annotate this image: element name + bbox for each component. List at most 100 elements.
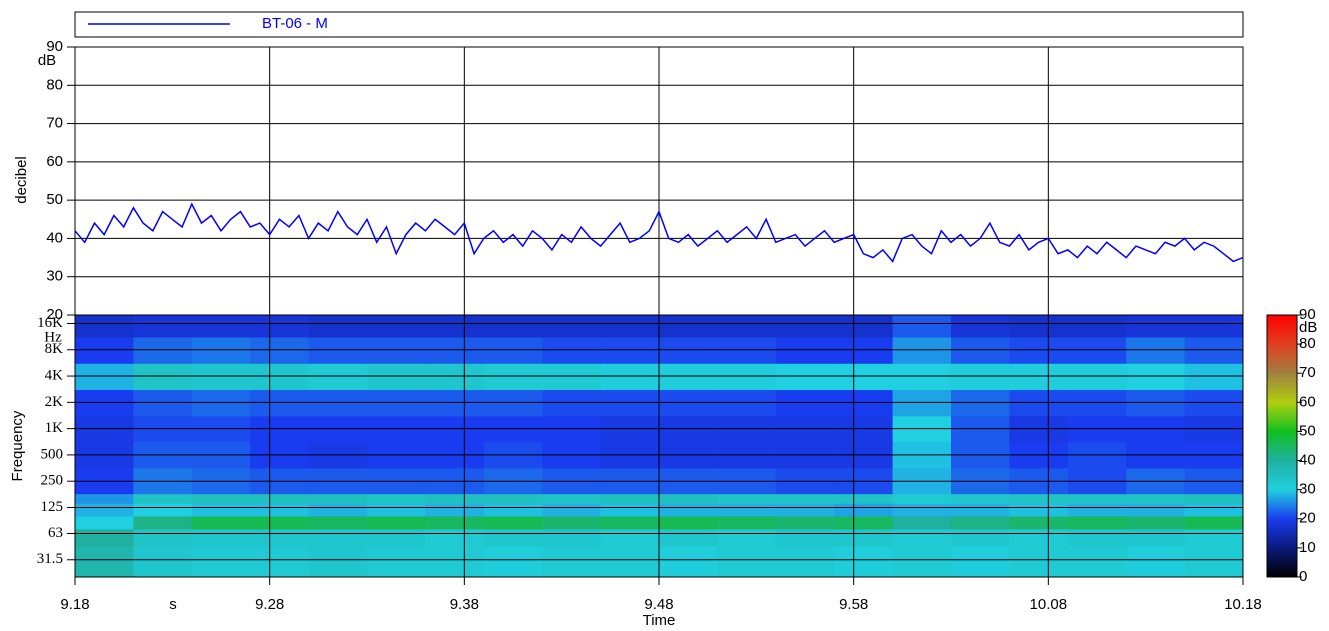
heatmap-cell bbox=[542, 528, 602, 547]
heatmap-cell bbox=[308, 363, 368, 391]
heatmap-cell bbox=[367, 546, 426, 578]
heatmap-cell bbox=[951, 546, 1010, 578]
heatmap-cell bbox=[1067, 389, 1127, 417]
x-tick-label: 9.28 bbox=[255, 596, 284, 613]
heatmap-cell bbox=[717, 336, 777, 364]
heatmap-cell bbox=[483, 528, 543, 547]
x-tick-label: 9.38 bbox=[450, 596, 479, 613]
heatmap-cell bbox=[951, 528, 1010, 547]
heatmap-cell bbox=[951, 336, 1010, 364]
heatmap-cell bbox=[775, 503, 835, 517]
heatmap-cell bbox=[308, 515, 368, 530]
x-tick-label: 9.58 bbox=[839, 596, 868, 613]
heatmap-cell bbox=[1067, 528, 1127, 547]
heatmap-cell bbox=[191, 493, 251, 504]
heatmap-cell bbox=[834, 546, 894, 578]
colorbar-segment bbox=[1267, 373, 1297, 403]
line-series bbox=[74, 202, 1244, 263]
heatmap-cell bbox=[1067, 363, 1127, 391]
heatmap-cell bbox=[133, 503, 193, 517]
heatmap-cell bbox=[951, 315, 1010, 338]
heatmap-cell bbox=[542, 515, 602, 530]
colorbar-segment bbox=[1267, 489, 1297, 520]
heatmap-cell bbox=[1067, 336, 1127, 364]
heatmap-cell bbox=[75, 493, 134, 504]
heatmap-cell bbox=[600, 528, 660, 547]
heatmap-cell bbox=[191, 528, 251, 547]
heatmap-cell bbox=[483, 336, 543, 364]
heatmap-cell bbox=[425, 493, 485, 504]
heatmap-cell bbox=[717, 363, 777, 391]
heatmap-cell bbox=[600, 503, 660, 517]
heatmap-cell bbox=[951, 493, 1010, 504]
y-tick-label: 70 bbox=[46, 115, 63, 132]
heatmap-cell bbox=[542, 315, 602, 338]
heatmap-cell bbox=[1126, 515, 1186, 530]
y-unit: dB bbox=[38, 52, 56, 69]
heatmap-cell bbox=[659, 363, 718, 391]
colorbar-segment bbox=[1267, 402, 1297, 432]
heatmap-cell bbox=[483, 503, 543, 517]
heatmap-cell bbox=[191, 503, 251, 517]
heatmap-cell bbox=[250, 528, 310, 547]
heatmap-cell bbox=[308, 528, 368, 547]
heatmap-cell bbox=[367, 503, 426, 517]
heatmap-cell bbox=[834, 315, 894, 338]
colorbar-tick-label: 50 bbox=[1299, 422, 1316, 439]
colorbar-segment bbox=[1267, 518, 1297, 549]
heatmap-cell bbox=[775, 389, 835, 417]
heatmap-cell bbox=[717, 315, 777, 338]
colorbar-tick-label: 90 bbox=[1299, 306, 1316, 323]
heatmap-cell bbox=[75, 336, 134, 364]
y-tick-label: 1K bbox=[45, 420, 64, 436]
heatmap-cell bbox=[892, 515, 952, 530]
heatmap-cell bbox=[1009, 515, 1069, 530]
heatmap-cell bbox=[1126, 363, 1186, 391]
heatmap-cell bbox=[425, 515, 485, 530]
heatmap-cell bbox=[1009, 336, 1069, 364]
heatmap-cell bbox=[659, 493, 718, 504]
heatmap-cell bbox=[1126, 389, 1186, 417]
colorbar-tick-label: 80 bbox=[1299, 335, 1316, 352]
heatmap-cell bbox=[542, 493, 602, 504]
heatmap-cell bbox=[1126, 315, 1186, 338]
heatmap-cell bbox=[951, 515, 1010, 530]
heatmap-cell bbox=[1067, 546, 1127, 578]
heatmap-cell bbox=[191, 363, 251, 391]
y-tick-label: 16K bbox=[37, 315, 63, 331]
heatmap-cell bbox=[892, 546, 952, 578]
heatmap-cell bbox=[1126, 528, 1186, 547]
heatmap-cell bbox=[425, 336, 485, 364]
heatmap-cell bbox=[659, 389, 718, 417]
heatmap-cell bbox=[951, 503, 1010, 517]
heatmap-cell bbox=[191, 389, 251, 417]
heatmap-cell bbox=[542, 503, 602, 517]
heatmap-cell bbox=[775, 515, 835, 530]
heatmap-cell bbox=[717, 503, 777, 517]
heatmap-cell bbox=[892, 389, 952, 417]
heatmap-cell bbox=[1184, 336, 1244, 364]
heatmap-cell bbox=[75, 515, 134, 530]
heatmap-cell bbox=[775, 493, 835, 504]
heatmap-cell bbox=[892, 336, 952, 364]
heatmap-cell bbox=[133, 528, 193, 547]
heatmap-cell bbox=[717, 528, 777, 547]
heatmap-cell bbox=[600, 493, 660, 504]
heatmap-cell bbox=[1184, 515, 1244, 530]
heatmap-cell bbox=[367, 493, 426, 504]
heatmap-cell bbox=[1009, 493, 1069, 504]
heatmap-cell bbox=[1009, 503, 1069, 517]
heatmap-cell bbox=[1184, 546, 1244, 578]
heatmap-cell bbox=[367, 315, 426, 338]
y-tick-label: 50 bbox=[46, 191, 63, 208]
heatmap-cell bbox=[834, 363, 894, 391]
heatmap-cell bbox=[250, 389, 310, 417]
heatmap-cell bbox=[191, 546, 251, 578]
x-axis-label: Time bbox=[643, 612, 676, 629]
heatmap-cell bbox=[483, 315, 543, 338]
heatmap-cell bbox=[717, 389, 777, 417]
heatmap-cell bbox=[1009, 546, 1069, 578]
heatmap-cell bbox=[425, 503, 485, 517]
colorbar-tick-label: 0 bbox=[1299, 568, 1307, 585]
heatmap-cell bbox=[600, 336, 660, 364]
